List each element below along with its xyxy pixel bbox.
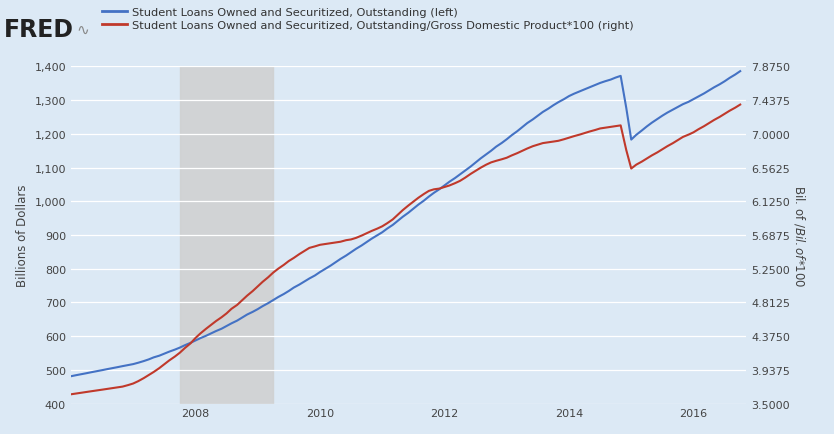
Text: FRED: FRED [4,18,74,42]
Y-axis label: Bil. of $/Bil. of $*100: Bil. of $/Bil. of $*100 [792,184,807,286]
Text: ∿: ∿ [77,23,89,38]
Bar [180,67,274,404]
Y-axis label: Billions of Dollars: Billions of Dollars [16,184,29,286]
Legend: Student Loans Owned and Securitized, Outstanding (left), Student Loans Owned and: Student Loans Owned and Securitized, Out… [102,8,634,31]
